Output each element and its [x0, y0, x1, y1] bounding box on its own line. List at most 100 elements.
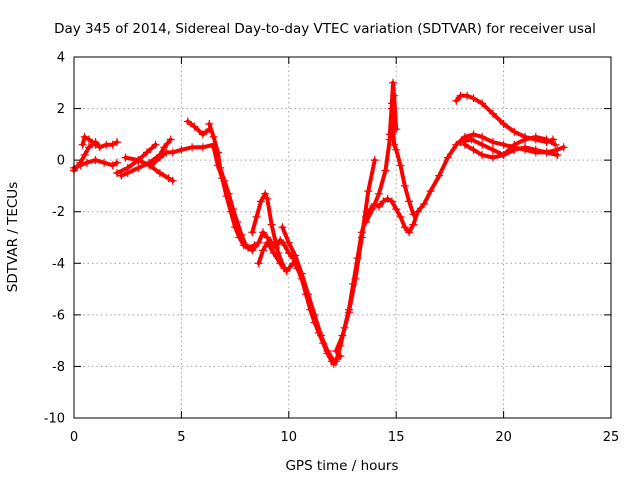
data-point: [531, 145, 540, 154]
data-point: [542, 135, 551, 144]
data-point: [463, 91, 472, 100]
data-point: [276, 259, 285, 268]
series-pass-12: [254, 238, 298, 275]
data-point: [263, 238, 272, 247]
data-point: [400, 223, 409, 232]
series-pass-6: [113, 140, 160, 177]
data-point: [387, 99, 396, 108]
data-point: [392, 125, 401, 134]
data-point: [218, 174, 227, 183]
data-point: [323, 347, 332, 355]
data-point: [166, 135, 175, 144]
data-point: [289, 259, 298, 268]
data-point: [278, 223, 287, 232]
data-point: [389, 78, 397, 87]
series-line: [364, 106, 416, 224]
data-point: [160, 143, 169, 152]
data-point: [559, 143, 568, 152]
series-line: [280, 225, 343, 364]
data-point: [385, 130, 394, 139]
data-point: [113, 138, 121, 147]
series-line: [185, 119, 212, 137]
data-point: [239, 241, 248, 250]
data-point: [78, 140, 87, 149]
series-pass-3: [78, 132, 100, 149]
data-point: [80, 151, 89, 159]
data-point: [259, 246, 267, 255]
data-point: [467, 135, 476, 144]
grid: [74, 57, 611, 418]
data-point: [261, 189, 270, 198]
x-tick-label: 10: [281, 430, 298, 445]
data-point: [222, 192, 231, 201]
data-point: [351, 274, 360, 283]
data-point: [452, 140, 461, 149]
series-pass-19: [460, 132, 560, 162]
data-point: [297, 269, 306, 278]
data-point: [332, 347, 341, 355]
data-point: [405, 228, 414, 237]
series-pass-5: [121, 153, 177, 185]
data-point: [284, 238, 293, 247]
data-point: [390, 91, 399, 100]
data-point: [357, 233, 366, 242]
data-point: [244, 243, 252, 252]
data-point: [456, 138, 465, 147]
data-point: [155, 169, 164, 177]
data-point: [248, 228, 257, 237]
data-point: [368, 205, 377, 214]
data-point: [510, 127, 519, 136]
data-point: [256, 197, 265, 206]
data-point: [254, 259, 263, 268]
data-point: [531, 132, 540, 141]
data-point: [310, 310, 319, 319]
series-pass-14: [332, 156, 379, 355]
data-point: [488, 109, 497, 118]
data-point: [213, 161, 222, 170]
data-point: [304, 290, 313, 299]
data-point: [123, 163, 132, 172]
data-point: [392, 205, 401, 214]
series-pass-13: [278, 223, 345, 366]
data-point: [121, 153, 130, 162]
series-pass-10: [209, 143, 259, 252]
data-point: [478, 99, 487, 108]
data-point: [362, 218, 371, 226]
data-point: [254, 238, 263, 247]
data-point: [392, 145, 401, 154]
data-point: [226, 207, 235, 216]
data-point: [113, 158, 121, 167]
series-pass-16: [385, 78, 401, 139]
series-line: [80, 134, 98, 147]
data-point: [280, 241, 289, 250]
data-point: [155, 153, 164, 162]
data-point: [209, 143, 218, 152]
y-tick-label: -10: [44, 412, 65, 427]
data-point: [469, 94, 478, 103]
data-point: [375, 189, 383, 198]
data-point: [82, 158, 91, 167]
data-point: [164, 174, 173, 183]
data-point: [396, 161, 405, 170]
data-point: [291, 251, 300, 260]
x-tick-label: 0: [70, 430, 78, 445]
data-point: [100, 158, 109, 167]
data-point: [364, 187, 373, 196]
data-point: [553, 151, 562, 159]
data-point: [198, 130, 207, 139]
data-point: [443, 153, 452, 162]
x-tick-label: 20: [495, 430, 512, 445]
data-point: [108, 161, 117, 170]
series-pass-8: [183, 117, 214, 139]
data-point: [409, 220, 418, 229]
data-point: [469, 130, 478, 139]
data-point: [413, 207, 422, 216]
data-point: [478, 151, 487, 159]
data-point: [269, 249, 278, 257]
data-point: [336, 352, 345, 361]
data-point: [85, 135, 93, 144]
data-point: [143, 148, 151, 157]
data-point: [91, 156, 100, 165]
data-point: [383, 194, 392, 203]
data-point: [452, 96, 461, 105]
